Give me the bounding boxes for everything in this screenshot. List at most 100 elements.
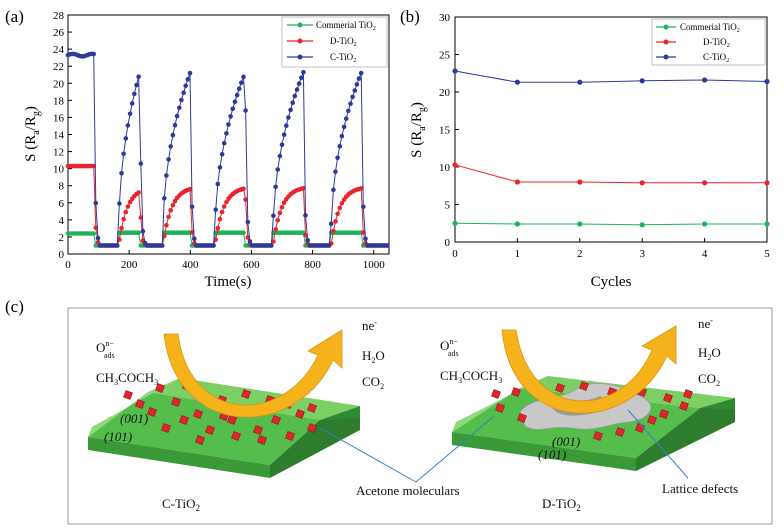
chart-a-point bbox=[168, 208, 173, 213]
acetone-molecule bbox=[241, 389, 251, 399]
chart-a-point bbox=[303, 213, 308, 218]
chart-a-ytick-label: 22 bbox=[53, 61, 64, 73]
chart-a-point bbox=[384, 243, 390, 248]
chart-a-point bbox=[119, 225, 124, 231]
chart-a-xtick-label: 600 bbox=[243, 259, 260, 271]
chart-a-point bbox=[183, 83, 188, 89]
acetone-molecule bbox=[555, 383, 565, 393]
chart-a-point bbox=[243, 197, 248, 202]
chart-a-point bbox=[243, 108, 248, 113]
chart-a-point bbox=[217, 165, 223, 170]
chart-a-xtick-label: 0 bbox=[65, 259, 71, 271]
chart-a-point bbox=[114, 243, 120, 248]
chart-a-point bbox=[361, 230, 366, 235]
acetone-molecule bbox=[517, 413, 527, 423]
acetone-molecule bbox=[271, 415, 281, 425]
chart-a-point bbox=[224, 131, 229, 136]
acetone-molecule bbox=[295, 409, 305, 419]
chart-a-point bbox=[337, 205, 343, 211]
legend-a-commercial: Commerial TiO2 bbox=[316, 20, 376, 32]
chart-a-point bbox=[301, 186, 306, 191]
chart-a-ytick-label: 0 bbox=[59, 249, 65, 261]
chart-a-point bbox=[159, 243, 165, 248]
chart-b-legend: Commerial TiO2 D-TiO2 C-TiO2 bbox=[651, 18, 766, 66]
chart-a-point bbox=[136, 74, 141, 79]
chart-a-point bbox=[333, 219, 338, 224]
chart-a-ytick-label: 2 bbox=[59, 232, 65, 244]
chart-a-point bbox=[170, 202, 176, 208]
chart-a-point bbox=[219, 152, 225, 157]
chart-a-point bbox=[232, 99, 238, 104]
chart-a-point bbox=[290, 100, 296, 105]
chart-a-point bbox=[121, 151, 126, 157]
acetone-molecule bbox=[179, 415, 189, 425]
chart-a-point bbox=[224, 199, 229, 205]
legend-b-commercial: Commerial TiO2 bbox=[680, 22, 740, 34]
chart-a-point bbox=[358, 186, 364, 191]
c-facet-101: (101) bbox=[104, 429, 132, 444]
acetone-molecule bbox=[511, 387, 521, 397]
chart-a-point bbox=[236, 86, 242, 91]
chart-a-point bbox=[348, 101, 353, 106]
chart-a-point bbox=[121, 216, 126, 222]
chart-a-point bbox=[213, 207, 218, 212]
chart-a-ytick-label: 14 bbox=[53, 130, 65, 142]
chart-b-point bbox=[764, 78, 770, 85]
legend-a-c: C-TiO2 bbox=[330, 52, 356, 64]
c-facet-001: (001) bbox=[120, 411, 148, 426]
legend-b-marker-d bbox=[663, 39, 669, 45]
chart-a-ylabel: S (Ra/Rg) bbox=[23, 106, 42, 162]
chart-a-legend: Commerial TiO2 D-TiO2 C-TiO2 bbox=[281, 16, 388, 68]
chart-a-point bbox=[247, 239, 253, 244]
chart-b-ytick-label: 0 bbox=[445, 237, 451, 249]
chart-a-point bbox=[333, 169, 338, 174]
chart-a-point bbox=[140, 228, 146, 234]
chart-a-point bbox=[221, 140, 227, 146]
chart-a-xtick-label: 1000 bbox=[363, 259, 386, 271]
c-oxygen-ads: On− ads bbox=[96, 339, 115, 360]
chart-a-point bbox=[189, 230, 195, 235]
acetone-molecule bbox=[593, 431, 603, 441]
chart-a-point bbox=[281, 200, 287, 205]
chart-a-point bbox=[301, 69, 306, 75]
chart-a-series-line bbox=[67, 53, 387, 246]
d-facet-001: (001) bbox=[552, 434, 580, 449]
chart-a-point bbox=[271, 239, 276, 244]
chart-a-xtick-label: 800 bbox=[304, 259, 321, 271]
d-reaction-arrow bbox=[501, 325, 677, 414]
chart-a-ytick-label: 10 bbox=[53, 164, 65, 176]
acetone-molecule bbox=[135, 399, 145, 409]
chart-a-point bbox=[269, 243, 274, 248]
acetone-molecule bbox=[659, 409, 669, 419]
defect-label: Lattice defects bbox=[662, 481, 738, 496]
chart-a-point bbox=[91, 231, 96, 236]
chart-b-point bbox=[702, 180, 708, 186]
c-reaction-arrow bbox=[163, 329, 343, 418]
acetone-label: Acetone moleculars bbox=[356, 483, 460, 498]
chart-a-point bbox=[239, 80, 244, 85]
chart-a-point bbox=[136, 230, 141, 235]
chart-a-point bbox=[273, 227, 278, 232]
acetone-molecule bbox=[253, 425, 263, 435]
chart-b-xlabel: Cycles bbox=[591, 274, 632, 290]
chart-a-point bbox=[358, 70, 364, 76]
chart-b-point bbox=[452, 68, 458, 74]
chart-a-point bbox=[215, 225, 221, 231]
chart-a-point bbox=[245, 219, 251, 225]
c-co2-text: CO2 bbox=[362, 374, 384, 391]
chart-a-point bbox=[352, 88, 358, 93]
chart-a-point bbox=[136, 190, 141, 195]
chart-a-point bbox=[305, 237, 311, 243]
chart-a-point bbox=[241, 186, 246, 192]
chart-a-point bbox=[328, 221, 334, 226]
chart-a-point bbox=[350, 94, 355, 100]
chart-a-point bbox=[211, 243, 216, 248]
chart-b-xtick-label: 5 bbox=[764, 248, 770, 260]
chart-a-point bbox=[134, 82, 139, 88]
chart-a-point bbox=[271, 213, 276, 218]
chart-b-point bbox=[577, 79, 583, 85]
chart-a-point bbox=[125, 123, 131, 128]
chart-a-point bbox=[296, 81, 302, 86]
chart-a-point bbox=[123, 136, 129, 141]
